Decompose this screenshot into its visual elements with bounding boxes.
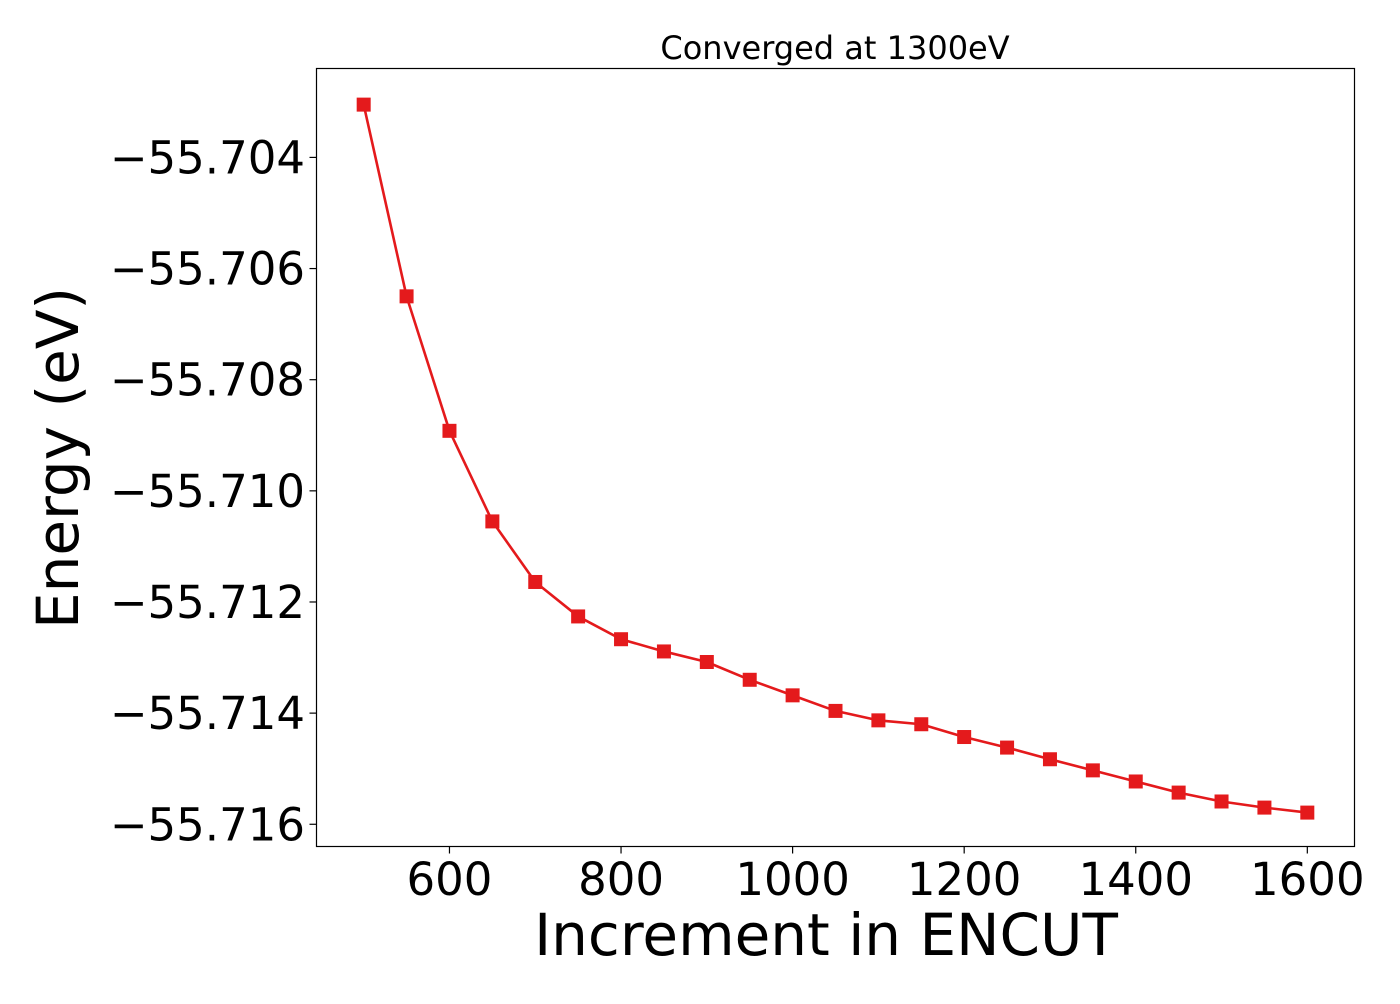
y-tick-label: −55.704 [110, 131, 305, 184]
data-point-marker [957, 730, 972, 745]
data-point-marker [656, 644, 671, 659]
data-point-marker [1042, 752, 1057, 767]
data-point-marker [442, 423, 457, 438]
axes [315, 67, 1356, 848]
y-axis-ticks: −55.704 −55.706 −55.708 −55.710 −55.712 −55.7… [110, 131, 317, 851]
x-tick-label: 1200 [907, 853, 1022, 906]
x-tick-label: 1400 [1078, 853, 1193, 906]
data-point-marker [571, 609, 586, 624]
chart-title: Converged at 1300eV [660, 29, 1009, 67]
data-point-marker [1000, 740, 1015, 755]
data-point-marker [1257, 800, 1272, 815]
data-point-marker [614, 632, 629, 647]
x-axis-label: Increment in ENCUT [534, 901, 1118, 969]
data-point-marker [914, 717, 929, 732]
y-axis-label: Energy (eV) [24, 287, 92, 629]
data-point-marker [742, 672, 757, 687]
y-tick-label: −55.712 [110, 576, 305, 629]
data-point-marker [1085, 763, 1100, 778]
data-point-marker [528, 574, 543, 589]
data-point-marker [828, 703, 843, 718]
y-tick-label: −55.708 [110, 354, 305, 407]
data-point-marker [1300, 805, 1315, 820]
axes-frame [315, 67, 1356, 848]
x-tick-label: 600 [407, 853, 493, 906]
data-point-marker [1128, 774, 1143, 789]
data-point-marker [356, 97, 371, 112]
data-point-marker [699, 655, 714, 670]
data-point-marker [1214, 794, 1229, 809]
data-point-marker [871, 713, 886, 728]
data-point-marker [485, 514, 500, 529]
plot-area [356, 97, 1315, 820]
x-tick-label: 800 [578, 853, 664, 906]
data-point-marker [1171, 785, 1186, 800]
y-tick-label: −55.714 [110, 687, 305, 740]
y-tick-label: −55.710 [110, 465, 305, 518]
x-tick-label: 1000 [735, 853, 850, 906]
y-tick-label: −55.706 [110, 243, 305, 296]
data-point-marker [785, 688, 800, 703]
x-axis-ticks: 600 800 1000 1200 1400 1600 [407, 846, 1365, 906]
data-point-marker [399, 289, 414, 304]
x-tick-label: 1600 [1250, 853, 1365, 906]
y-tick-label: −55.716 [110, 798, 305, 851]
